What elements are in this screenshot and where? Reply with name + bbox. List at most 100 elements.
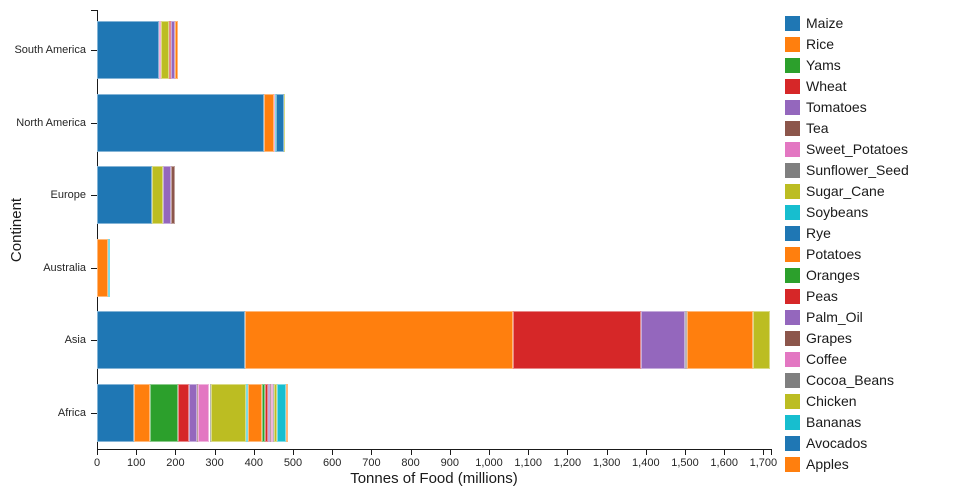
- legend-label: Soybeans: [806, 204, 869, 220]
- x-tick-mark: [410, 449, 412, 455]
- legend-item-tea[interactable]: Tea: [785, 118, 909, 139]
- legend-item-cocoa_beans[interactable]: Cocoa_Beans: [785, 370, 909, 391]
- x-tick-mark: [175, 449, 177, 455]
- legend-item-tomatoes[interactable]: Tomatoes: [785, 97, 909, 118]
- x-tick-label: 400: [244, 457, 263, 469]
- legend-swatch: [785, 58, 800, 73]
- legend-item-sunflower_seed[interactable]: Sunflower_Seed: [785, 160, 909, 181]
- x-tick-label: 1,000: [475, 457, 503, 469]
- x-tick-mark: [528, 449, 530, 455]
- y-tick-label: Africa: [57, 407, 86, 419]
- y-tick-mark: [91, 268, 97, 269]
- bar-segment-palm_oil: [163, 166, 172, 224]
- legend-item-rye[interactable]: Rye: [785, 223, 909, 244]
- legend-item-rice[interactable]: Rice: [785, 34, 909, 55]
- legend-label: Wheat: [806, 78, 847, 94]
- bar-segment-oranges: [262, 384, 266, 442]
- x-tick-label: 600: [323, 457, 342, 469]
- bar-segment-maize: [97, 384, 134, 442]
- legend-item-wheat[interactable]: Wheat: [785, 76, 909, 97]
- legend-label: Rice: [806, 36, 835, 52]
- x-tick-mark: [489, 449, 490, 455]
- y-axis-line: [97, 10, 98, 450]
- legend-label: Yams: [806, 57, 841, 73]
- legend-item-maize[interactable]: Maize: [785, 13, 909, 34]
- legend-item-soybeans[interactable]: Soybeans: [785, 202, 909, 223]
- bar-segment-sunflower_seed: [209, 384, 212, 442]
- legend-item-peas[interactable]: Peas: [785, 286, 909, 307]
- legend-item-sweet_potatoes[interactable]: Sweet_Potatoes: [785, 139, 909, 160]
- legend-swatch: [785, 415, 800, 430]
- legend-label: Sugar_Cane: [806, 183, 885, 199]
- legend-label: Sweet_Potatoes: [806, 141, 908, 157]
- legend-swatch: [785, 457, 800, 472]
- bar-segment-chicken: [283, 94, 286, 152]
- bar-segment-sugar_cane: [211, 384, 246, 442]
- y-tick-mark: [91, 50, 97, 51]
- y-tick-label: Australia: [43, 262, 86, 274]
- y-tick-mark: [91, 413, 97, 414]
- legend-swatch: [785, 163, 800, 178]
- bar-segment-coffee: [271, 384, 273, 442]
- legend-label: Bananas: [806, 414, 862, 430]
- legend-item-oranges[interactable]: Oranges: [785, 265, 909, 286]
- bar-segment-rice: [97, 239, 108, 297]
- bar-segment-potatoes: [247, 384, 263, 442]
- bar-segment-apples: [285, 384, 288, 442]
- y-tick-label: North America: [16, 117, 86, 129]
- legend-label: Palm_Oil: [806, 309, 863, 325]
- legend-item-sugar_cane[interactable]: Sugar_Cane: [785, 181, 909, 202]
- bar-segment-maize: [97, 311, 246, 369]
- legend-swatch: [785, 247, 800, 262]
- legend-item-bananas[interactable]: Bananas: [785, 412, 909, 433]
- bar-segment-apples: [175, 21, 178, 79]
- legend-swatch: [785, 121, 800, 136]
- x-tick-mark: [293, 449, 294, 455]
- legend-item-palm_oil[interactable]: Palm_Oil: [785, 307, 909, 328]
- legend-swatch: [785, 142, 800, 157]
- bar-segment-palm_oil: [267, 384, 270, 442]
- bar-segment-chicken: [273, 384, 277, 442]
- bar-segment-maize: [97, 166, 152, 224]
- legend-swatch: [785, 331, 800, 346]
- bar-segment-maize: [97, 21, 160, 79]
- x-tick-mark: [763, 449, 765, 455]
- bar-segment-tomatoes: [641, 311, 685, 369]
- legend-item-yams[interactable]: Yams: [785, 55, 909, 76]
- x-tick-label: 1,700: [749, 457, 778, 469]
- y-tick-mark: [91, 123, 97, 124]
- legend-label: Tea: [806, 120, 829, 136]
- bar-segment-peas: [169, 21, 172, 79]
- legend-item-chicken[interactable]: Chicken: [785, 391, 909, 412]
- y-axis-outer-tick: [91, 10, 97, 11]
- bar-segment-rice: [264, 94, 274, 152]
- x-tick-mark: [645, 449, 647, 455]
- bar-segment-sweet_potatoes: [197, 384, 210, 442]
- x-tick-label: 200: [166, 457, 185, 469]
- x-tick-mark: [253, 449, 255, 455]
- bar-segment-sweet_potatoes: [159, 21, 162, 79]
- legend-item-potatoes[interactable]: Potatoes: [785, 244, 909, 265]
- legend-item-avocados[interactable]: Avocados: [785, 433, 909, 454]
- x-tick-mark: [214, 449, 216, 455]
- bar-segment-soybeans: [245, 384, 248, 442]
- legend-item-grapes[interactable]: Grapes: [785, 328, 909, 349]
- bar-segment-rye: [275, 94, 284, 152]
- x-axis-title: Tonnes of Food (millions): [350, 470, 518, 487]
- legend-swatch: [785, 184, 800, 199]
- x-tick-label: 1,300: [592, 457, 621, 469]
- legend-item-coffee[interactable]: Coffee: [785, 349, 909, 370]
- x-tick-label: 1,500: [671, 457, 699, 469]
- legend-swatch: [785, 289, 800, 304]
- x-tick-mark: [97, 449, 98, 455]
- bar-segment-sunflower_seed: [684, 311, 687, 369]
- x-tick-label: 500: [283, 457, 303, 469]
- bar-segment-grapes: [269, 384, 272, 442]
- bar-segment-rice: [133, 384, 150, 442]
- legend-swatch: [785, 394, 800, 409]
- x-tick-label: 700: [362, 457, 381, 469]
- x-axis-line: [97, 449, 771, 450]
- legend-item-apples[interactable]: Apples: [785, 454, 909, 475]
